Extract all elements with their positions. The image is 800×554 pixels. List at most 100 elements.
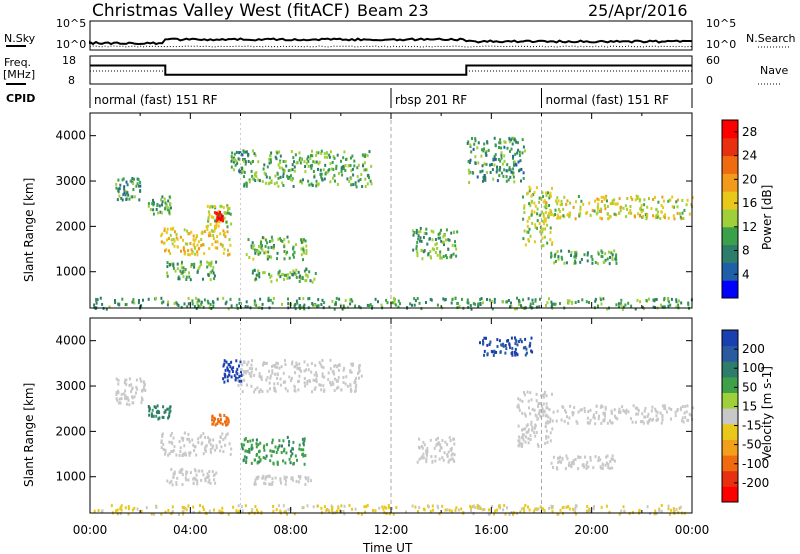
colorbar-tick-label: 24 <box>742 149 757 163</box>
echo-cell <box>265 361 268 365</box>
echo-cell <box>168 195 171 199</box>
echo-cell <box>257 244 260 248</box>
echo-cell <box>476 146 479 150</box>
echo-cell <box>583 409 586 413</box>
echo-cell <box>270 280 273 284</box>
echo-cell <box>321 372 324 376</box>
echo-cell <box>199 304 202 308</box>
echo-cell <box>189 242 192 245</box>
echo-cell <box>416 297 419 300</box>
echo-cell <box>192 505 195 509</box>
echo-cell <box>147 204 150 208</box>
echo-cell <box>667 507 670 511</box>
y-tick-label: 3000 <box>55 379 86 393</box>
echo-cell <box>538 196 541 200</box>
echo-cell <box>257 249 260 253</box>
nave-label: Nave <box>760 64 788 77</box>
echo-cell <box>522 145 525 149</box>
echo-cell <box>203 252 206 256</box>
echo-cell <box>185 478 188 482</box>
echo-cell <box>185 472 188 476</box>
echo-cell <box>608 214 611 218</box>
echo-cell <box>549 231 552 234</box>
echo-cell <box>670 408 673 411</box>
echo-cell <box>529 304 532 308</box>
echo-cell <box>675 298 678 302</box>
echo-cell <box>230 447 233 451</box>
echo-cell <box>195 473 198 477</box>
echo-cell <box>506 146 509 150</box>
echo-cell <box>157 211 160 215</box>
echo-cell <box>437 506 440 510</box>
echo-cell <box>207 210 210 214</box>
echo-cell <box>533 431 536 435</box>
echo-cell <box>305 477 308 481</box>
echo-cell <box>675 300 678 304</box>
echo-cell <box>182 238 184 242</box>
echo-cell <box>316 304 319 308</box>
echo-cell <box>171 483 174 487</box>
echo-cell <box>161 301 163 305</box>
echo-cell <box>238 375 241 379</box>
echo-cell <box>508 136 511 140</box>
echo-cell <box>170 431 173 435</box>
echo-cell <box>536 212 539 216</box>
echo-cell <box>235 150 238 154</box>
echo-cell <box>547 435 550 439</box>
echo-cell <box>364 185 367 188</box>
echo-cell <box>497 158 500 161</box>
echo-cell <box>209 448 212 452</box>
echo-cell <box>266 389 269 393</box>
echo-cell <box>570 251 573 254</box>
echo-cell <box>676 409 679 413</box>
echo-cell <box>580 257 583 261</box>
echo-cell <box>607 216 610 220</box>
echo-cell <box>450 253 453 257</box>
echo-cell <box>556 196 559 200</box>
echo-cell <box>288 443 290 447</box>
echo-cell <box>582 202 585 206</box>
echo-cell <box>218 509 221 513</box>
echo-cell <box>611 256 614 260</box>
echo-cell <box>583 406 586 410</box>
echo-cell <box>456 302 459 305</box>
echo-cell <box>519 398 522 402</box>
echo-cell <box>289 168 292 172</box>
echo-cell <box>533 210 536 214</box>
echo-cell <box>188 275 191 279</box>
echo-cell <box>138 299 140 302</box>
y-tick-label: 4000 <box>55 129 86 143</box>
echo-cell <box>667 504 670 508</box>
echo-cell <box>123 185 126 189</box>
echo-cell <box>434 455 437 459</box>
echo-cell <box>611 258 614 262</box>
echo-cell <box>269 459 272 463</box>
echo-cell <box>295 363 298 367</box>
echo-cell <box>298 275 301 279</box>
echo-cell <box>530 336 533 340</box>
echo-cell <box>466 300 469 304</box>
echo-cell <box>586 259 589 263</box>
echo-cell <box>140 509 143 513</box>
echo-cell <box>172 262 175 266</box>
echo-cell <box>262 167 265 171</box>
echo-cell <box>469 304 472 308</box>
echo-cell <box>317 167 319 171</box>
echo-cell <box>625 215 628 219</box>
echo-cell <box>143 383 146 387</box>
echo-cell <box>567 505 570 508</box>
echo-cell <box>202 508 205 511</box>
echo-cell <box>525 431 528 435</box>
colorbar-swatch <box>722 408 738 425</box>
echo-cell <box>310 166 313 170</box>
echo-cell <box>411 303 413 307</box>
echo-cell <box>175 232 178 236</box>
echo-cell <box>559 302 561 305</box>
echo-cell <box>657 210 659 214</box>
echo-cell <box>257 269 260 273</box>
echo-cell <box>336 365 338 369</box>
echo-cell <box>140 396 143 400</box>
echo-cell <box>300 238 302 242</box>
echo-cell <box>181 483 184 487</box>
echo-cell <box>261 390 264 393</box>
